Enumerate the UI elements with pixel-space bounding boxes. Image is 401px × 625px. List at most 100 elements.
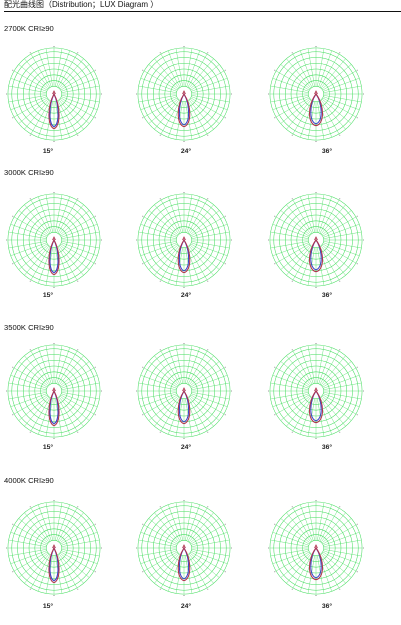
polar-spoke <box>57 246 78 281</box>
polar-spoke <box>8 539 47 547</box>
polar-spoke <box>275 551 310 572</box>
distribution-curve-c0 <box>308 547 324 581</box>
polar-spoke <box>168 347 182 384</box>
polar-spoke <box>38 347 52 384</box>
polar-spoke <box>270 382 309 390</box>
polar-spoke <box>18 518 49 544</box>
polar-spoke <box>307 502 315 541</box>
polar-spoke <box>321 210 352 236</box>
polar-grid-svg <box>136 500 232 596</box>
polar-spoke <box>187 246 208 281</box>
polar-spoke <box>154 553 180 584</box>
distribution-curve-tip <box>182 387 186 392</box>
polar-spoke <box>58 396 84 427</box>
polar-spoke <box>55 48 63 87</box>
polar-spoke <box>154 204 180 235</box>
polar-spoke <box>320 99 346 130</box>
polar-spoke <box>322 70 357 91</box>
polar-spoke <box>38 196 52 233</box>
polar-spoke <box>175 48 183 87</box>
polar-spoke <box>148 552 179 578</box>
polar-spoke <box>143 524 178 545</box>
polar-spoke <box>286 553 312 584</box>
polar-spoke <box>57 507 78 542</box>
polar-grid-svg <box>268 46 364 142</box>
polar-spoke <box>280 361 311 387</box>
polar-spoke <box>189 395 220 421</box>
distribution-curve-c90 <box>49 546 59 582</box>
group-title-2700k: 2700K CRI≥90 <box>4 24 54 33</box>
distribution-curve-c0 <box>308 390 324 424</box>
polar-spoke <box>190 216 225 237</box>
polar-spoke <box>13 97 48 118</box>
polar-spoke <box>148 64 179 90</box>
polar-spoke <box>322 243 357 264</box>
polar-spoke <box>57 100 78 135</box>
group-title-4000k: 4000K CRI≥90 <box>4 476 54 485</box>
polar-spoke <box>322 97 357 118</box>
polar-spoke <box>13 551 48 572</box>
polar-spoke <box>190 97 225 118</box>
polar-spoke <box>307 555 315 594</box>
polar-spoke <box>13 70 48 91</box>
polar-spoke <box>30 53 51 88</box>
polar-diagram-2700k-36 <box>268 46 364 142</box>
polar-spoke <box>10 224 47 238</box>
polar-spoke <box>30 554 51 589</box>
polar-spoke <box>8 241 47 249</box>
distribution-curve-c90 <box>310 547 322 579</box>
polar-spoke <box>24 553 50 584</box>
polar-spoke <box>318 347 332 384</box>
polar-spoke <box>189 244 220 270</box>
polar-spoke <box>61 539 100 547</box>
distribution-curve-c90 <box>310 239 322 271</box>
polar-spoke <box>168 50 182 87</box>
polar-diagram-3000k-15 <box>6 192 102 288</box>
polar-spoke <box>317 398 325 437</box>
polar-spoke <box>60 551 95 572</box>
beam-angle-label: 36° <box>321 444 333 451</box>
polar-spoke <box>286 245 312 276</box>
polar-spoke <box>18 361 49 387</box>
distribution-curve-c90 <box>49 389 59 425</box>
polar-spoke <box>30 199 51 234</box>
polar-spoke <box>292 350 313 385</box>
polar-spoke <box>272 532 309 546</box>
polar-spoke <box>320 512 346 543</box>
polar-spoke <box>190 367 225 388</box>
polar-spoke <box>140 242 177 256</box>
polar-spoke <box>270 549 309 557</box>
polar-spoke <box>57 199 78 234</box>
polar-spoke <box>286 512 312 543</box>
distribution-curve-c90 <box>178 389 190 423</box>
polar-spoke <box>60 367 95 388</box>
polar-spoke <box>286 58 312 89</box>
polar-spoke <box>188 553 214 584</box>
polar-spoke <box>61 85 100 93</box>
polar-spoke <box>61 382 100 390</box>
polar-spoke <box>292 554 313 589</box>
polar-spoke <box>24 512 50 543</box>
polar-spoke <box>191 392 230 400</box>
polar-spoke <box>286 355 312 386</box>
polar-diagram-4000k-24 <box>136 500 232 596</box>
polar-spoke <box>188 58 214 89</box>
polar-spoke <box>38 50 52 87</box>
polar-spoke <box>323 85 362 93</box>
polar-spoke <box>18 210 49 236</box>
beam-angle-label: 36° <box>321 148 333 155</box>
distribution-curve-tip <box>52 236 56 241</box>
polar-ring <box>308 232 324 248</box>
polar-spoke <box>10 550 47 564</box>
polar-spoke <box>148 518 179 544</box>
polar-spoke <box>18 98 49 124</box>
polar-spoke <box>190 551 225 572</box>
polar-spoke <box>320 58 346 89</box>
polar-spoke <box>319 554 340 589</box>
polar-spoke <box>319 53 340 88</box>
polar-spoke <box>272 550 309 564</box>
polar-spoke <box>189 552 220 578</box>
beam-angle-label: 36° <box>321 603 333 610</box>
polar-spoke <box>59 395 90 421</box>
polar-spoke <box>55 502 63 541</box>
